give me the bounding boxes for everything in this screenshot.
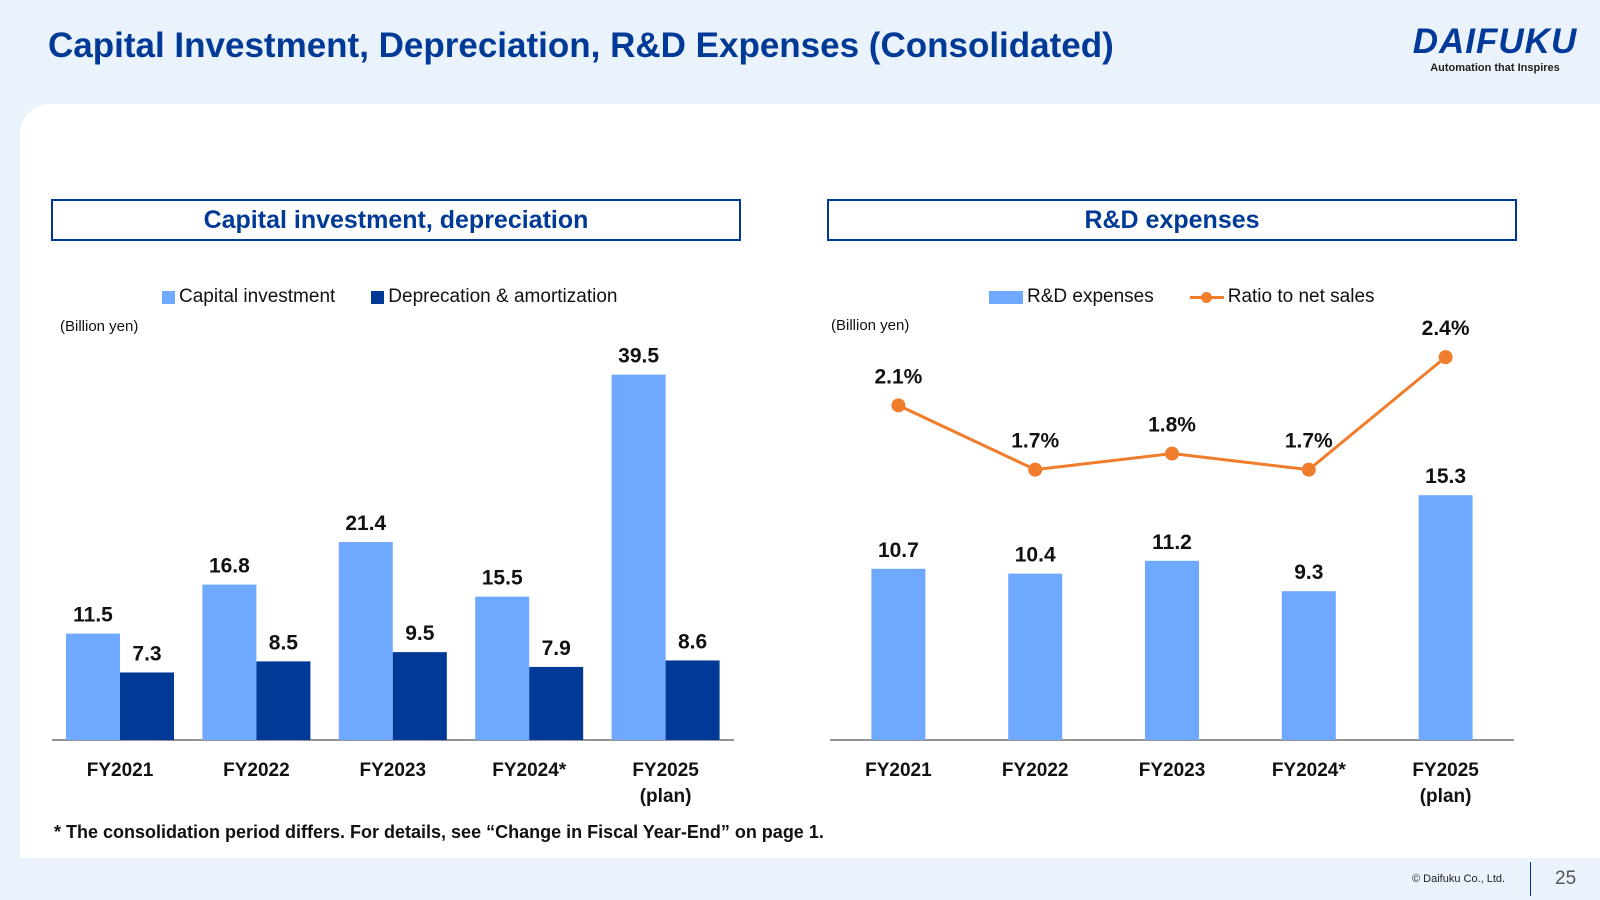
- capital-investment-bar: [202, 584, 257, 740]
- legend-item-ratio: Ratio to net sales: [1189, 286, 1375, 308]
- x-tick-label: FY2024*: [1272, 760, 1347, 781]
- rd-expense-value-label: 11.2: [1152, 531, 1192, 554]
- capital-investment-value-label: 16.8: [209, 555, 250, 578]
- legend-swatch-bar: [989, 290, 1023, 304]
- ratio-value-label: 2.4%: [1422, 317, 1470, 340]
- daifuku-logo: DAIFUKU Automation that Inspires: [1410, 22, 1580, 75]
- x-tick-label: FY2022: [223, 760, 290, 781]
- capital-investment-value-label: 21.4: [345, 512, 386, 535]
- x-tick-label: (plan): [1420, 786, 1472, 807]
- capex-unit-label: (Billion yen): [60, 318, 139, 335]
- depreciation-value-label: 7.9: [542, 637, 571, 660]
- x-tick-label: FY2022: [1002, 760, 1069, 781]
- depreciation-bar: [392, 652, 447, 740]
- depreciation-bar: [529, 666, 584, 740]
- x-tick-label: FY2023: [360, 760, 427, 781]
- capex-chart: 11.5 7.3 FY2021 16.8 8.5 FY2022 21.4 9.5 FY2023 1…: [52, 345, 734, 807]
- rd-unit-label: (Billion yen): [831, 317, 910, 334]
- footer-divider: [1530, 862, 1531, 896]
- legend-label: Deprecation & amortization: [388, 286, 618, 307]
- x-tick-label: FY2021: [865, 760, 932, 781]
- legend-item-capital-investment: Capital investment: [162, 286, 335, 308]
- rd-expense-bar: [1281, 591, 1336, 740]
- rd-expense-value-label: 15.3: [1425, 465, 1466, 488]
- rd-expense-value-label: 9.3: [1294, 561, 1323, 584]
- depreciation-bar: [665, 660, 720, 740]
- ratio-value-label: 1.7%: [1285, 430, 1333, 453]
- page-number: 25: [1555, 868, 1577, 889]
- rd-expense-bar: [1145, 560, 1199, 740]
- rd-expense-bar: [1418, 495, 1473, 740]
- depreciation-value-label: 8.6: [678, 630, 707, 653]
- capital-investment-value-label: 11.5: [73, 604, 113, 627]
- ratio-value-label: 1.8%: [1148, 414, 1196, 437]
- legend-item-depreciation: Deprecation & amortization: [371, 286, 617, 308]
- capital-investment-bar: [66, 633, 120, 740]
- depreciation-value-label: 9.5: [405, 622, 435, 645]
- rd-expense-value-label: 10.7: [878, 539, 919, 562]
- rd-chart: 10.7 FY2021 10.4 FY2022 11.2 FY2023 9.3 FY2024*…: [830, 317, 1514, 807]
- ratio-point: [1438, 350, 1453, 365]
- ratio-point: [891, 398, 906, 413]
- x-tick-label: FY2025: [1412, 760, 1479, 781]
- logo-wordmark: DAIFUKU: [1412, 22, 1578, 61]
- depreciation-value-label: 7.3: [132, 642, 161, 665]
- capex-chart-title: Capital investment, depreciation: [51, 199, 741, 241]
- capital-investment-value-label: 15.5: [482, 567, 523, 590]
- capital-investment-bar: [475, 596, 530, 740]
- page-title: Capital Investment, Depreciation, R&D Ex…: [48, 26, 1114, 65]
- x-tick-label: FY2021: [87, 760, 154, 781]
- legend-item-rd-expenses: R&D expenses: [989, 286, 1154, 308]
- depreciation-bar: [256, 661, 311, 740]
- ratio-point: [1165, 446, 1179, 461]
- rd-expense-bar: [1008, 573, 1063, 740]
- x-tick-label: FY2024*: [492, 760, 567, 781]
- ratio-point: [1301, 462, 1316, 477]
- capex-legend: Capital investment Deprecation & amortiz…: [162, 286, 653, 308]
- ratio-value-label: 2.1%: [874, 365, 922, 388]
- rd-expense-bar: [871, 568, 926, 740]
- legend-swatch-light: [162, 290, 175, 304]
- capital-investment-bar: [611, 374, 666, 740]
- ratio-point: [1028, 462, 1043, 477]
- capital-investment-bar: [338, 542, 393, 740]
- x-tick-label: (plan): [640, 786, 692, 807]
- rd-chart-title: R&D expenses: [827, 199, 1517, 241]
- capital-investment-value-label: 39.5: [618, 345, 659, 368]
- x-tick-label: FY2023: [1139, 760, 1206, 781]
- depreciation-bar: [120, 672, 174, 740]
- legend-swatch-dark: [371, 290, 385, 304]
- legend-label: R&D expenses: [1027, 286, 1154, 307]
- rd-expense-value-label: 10.4: [1015, 544, 1056, 567]
- footnote: * The consolidation period differs. For …: [54, 822, 824, 842]
- legend-label: Capital investment: [179, 286, 336, 307]
- legend-label: Ratio to net sales: [1227, 286, 1375, 307]
- logo-tagline: Automation that Inspires: [1430, 62, 1560, 74]
- copyright: © Daifuku Co., Ltd.: [1412, 873, 1506, 885]
- rd-legend: R&D expenses Ratio to net sales: [989, 286, 1411, 308]
- x-tick-label: FY2025: [632, 760, 699, 781]
- legend-swatch-line: [1189, 291, 1224, 304]
- ratio-value-label: 1.7%: [1011, 430, 1059, 453]
- depreciation-value-label: 8.5: [269, 631, 299, 654]
